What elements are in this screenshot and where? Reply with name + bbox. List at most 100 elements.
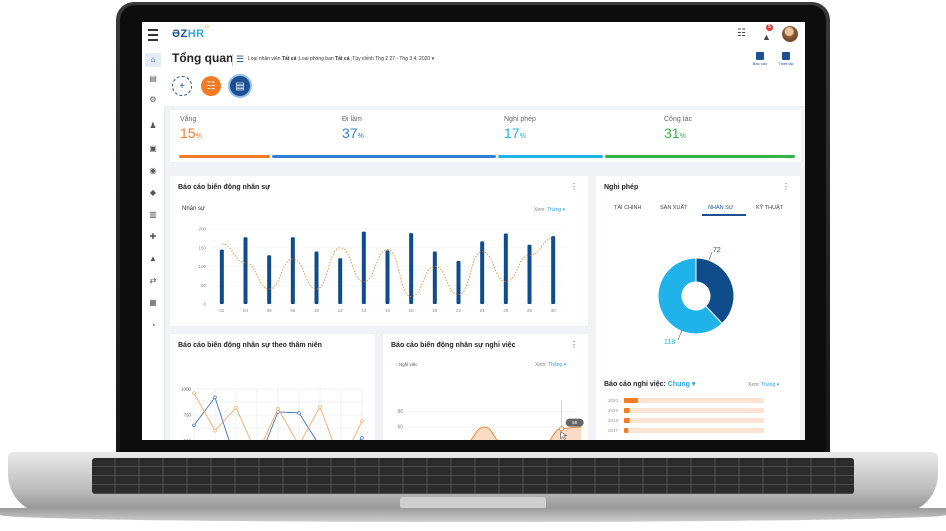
notification-badge: 5 — [766, 24, 773, 31]
org-chart-icon[interactable]: ☷ — [737, 28, 746, 39]
seniority-chart: 1000 750 500 — [181, 387, 364, 440]
stat-value: 37% — [342, 125, 364, 141]
stat-unit: % — [357, 133, 364, 140]
card-title: Báo cáo biến động nhân sự — [178, 184, 271, 191]
bar — [624, 418, 630, 423]
view-selector[interactable]: Xem: Tháng ▾ — [748, 382, 779, 388]
stat-unit: % — [195, 133, 202, 140]
settings-button[interactable]: Thiết lập — [775, 52, 797, 66]
sidebar-badge-icon[interactable]: ▦ — [149, 298, 157, 307]
x-tick-label: 02 — [219, 308, 225, 313]
bar — [456, 260, 461, 304]
tab-finance[interactable]: TÀI CHÍNH — [614, 205, 642, 211]
leave-report-title[interactable]: Báo cáo nghỉ việc: Chung ▾ — [604, 380, 695, 388]
filter-icon[interactable]: ☰ — [236, 54, 245, 64]
label-leader — [707, 251, 713, 264]
page-title: Tổng quan — [172, 51, 234, 65]
tab-hr[interactable]: NHÂN SỰ — [708, 205, 734, 211]
sidebar-transfer-icon[interactable]: ⇄ — [149, 276, 157, 285]
sidebar-clipboard-icon[interactable]: ▣ — [149, 144, 157, 153]
report-icon — [756, 52, 764, 60]
series-point — [297, 411, 301, 415]
chevron-down-icon[interactable]: ▾ — [431, 56, 435, 62]
stat-leave: Nghỉ phép 17% — [504, 116, 536, 141]
donut-label: 118 — [664, 339, 675, 346]
view-selector[interactable]: Xem: Tháng ▾ — [534, 207, 565, 213]
chart-subtitle: Nhân sự — [182, 206, 206, 212]
sidebar-document-icon[interactable]: ▤ — [149, 74, 157, 83]
stat-bars — [179, 155, 795, 158]
x-tick-label: 04 — [243, 308, 249, 313]
view-selector[interactable]: Xem: Tháng ▾ — [535, 362, 566, 368]
stat-business-trip: Công tác 31% — [664, 116, 692, 141]
document-button[interactable]: ▤ — [230, 76, 250, 96]
x-tick-label: 26 — [503, 308, 509, 313]
bar — [385, 250, 390, 304]
x-tick-label: 16 — [385, 308, 391, 313]
stat-number: 15 — [180, 125, 196, 141]
x-tick-label: 18 — [409, 308, 415, 313]
sidebar-settings-icon[interactable]: ⚙ — [149, 95, 157, 104]
chevron-down-icon: ▾ — [776, 382, 780, 388]
series-point — [213, 395, 217, 400]
stat-bar — [498, 155, 603, 158]
stat-bar — [605, 155, 795, 158]
settings-label: Thiết lập — [778, 61, 794, 66]
add-button[interactable]: + — [172, 76, 192, 96]
series-point — [360, 436, 364, 440]
sidebar-users-icon[interactable]: ♟ — [149, 121, 157, 130]
sidebar-chart-icon[interactable]: ▥ — [149, 210, 157, 219]
sidebar-time-icon[interactable]: ◔ — [150, 321, 156, 330]
more-options-icon[interactable]: ⋮ — [570, 182, 578, 191]
label-leader — [677, 329, 683, 341]
y-tick-label: 750 — [183, 413, 191, 418]
view-value: Tháng — [760, 382, 776, 388]
hr-change-card: Báo cáo biến động nhân sự ⋮ Nhân sự Xem:… — [170, 176, 588, 326]
area-line — [470, 426, 582, 440]
x-tick-label: 08 — [290, 308, 296, 313]
cursor-icon — [560, 431, 568, 440]
sidebar-home-icon[interactable]: ⌂ — [145, 53, 161, 67]
menu-icon[interactable] — [148, 29, 158, 41]
stat-value: 31% — [664, 125, 692, 141]
bar — [267, 255, 272, 304]
y-tick-label: 200 — [198, 227, 206, 232]
bar-track — [624, 398, 764, 403]
sidebar-shield-icon[interactable]: ◆ — [149, 188, 157, 197]
stat-value: 15% — [180, 125, 202, 141]
y-tick-label: 0 — [203, 302, 206, 307]
y-tick-label: 50 — [201, 283, 207, 288]
more-options-icon[interactable]: ⋮ — [782, 182, 790, 191]
x-tick-label: 28 — [527, 308, 533, 313]
bar — [503, 233, 508, 304]
bar-track — [624, 408, 764, 413]
notification-icon[interactable]: ▲ 5 — [762, 24, 773, 42]
legend-marker-icon: ○ — [395, 362, 398, 367]
x-tick-label: 10 — [314, 308, 320, 313]
x-tick-label: 24 — [480, 308, 486, 313]
filter-summary[interactable]: Loại nhân viên Tất cả ;Loại phòng ban Tấ… — [248, 56, 434, 62]
bar — [409, 233, 414, 304]
filter-employee-value: Tất cả — [281, 56, 297, 62]
card-title: Báo cáo biến động nhân sự nghỉ việc — [391, 342, 516, 349]
report-button[interactable]: Báo cáo — [749, 52, 771, 66]
tab-engineering[interactable]: KỸ THUẬT — [756, 205, 784, 211]
stat-label: Công tác — [664, 116, 693, 123]
sidebar-education-icon[interactable]: ▲ — [149, 254, 157, 263]
x-tick-label: 06 — [267, 308, 273, 313]
sidebar-money-icon[interactable]: ◉ — [149, 166, 157, 175]
avatar[interactable] — [782, 26, 798, 42]
app-screen: ƏZHR ⁘ ☷ ▲ 5 ⌂ ▤ ⚙ ♟ ▣ ◉ ◆ ▥ ✚ ▲ ⇄ ▦ ◔ Tổ… — [142, 22, 805, 440]
sidebar-add-user-icon[interactable]: ✚ — [149, 232, 157, 241]
view-value: Tháng — [546, 207, 562, 213]
x-tick-label: 20 — [432, 308, 438, 313]
bar — [624, 428, 629, 433]
app-logo[interactable]: ƏZHR ⁘ — [172, 24, 210, 40]
more-options-icon[interactable]: ⋮ — [570, 340, 578, 349]
tab-production[interactable]: SẢN XUẤT — [660, 205, 688, 211]
y-tick-label: 80 — [397, 409, 403, 415]
view-prefix: Xem: — [534, 207, 546, 213]
stats-panel: Vắng 15% Đi làm 37% Nghỉ phép 17% Công t… — [170, 110, 801, 162]
org-button[interactable]: ☷ — [201, 76, 221, 96]
bar — [361, 231, 366, 304]
